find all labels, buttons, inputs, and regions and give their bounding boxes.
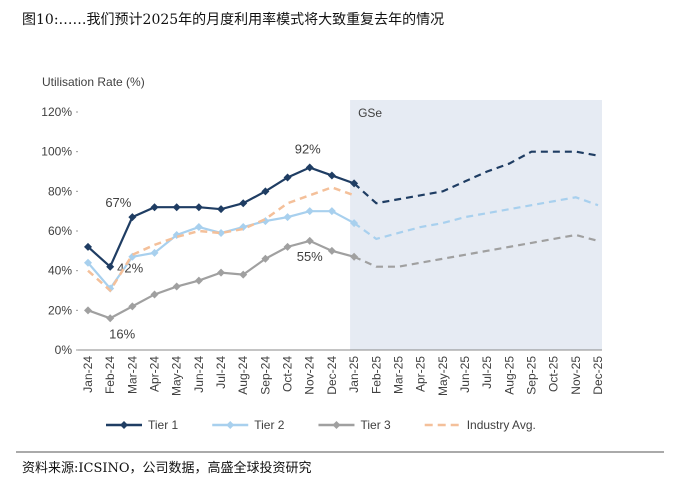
x-tick-label: May-24 [170, 356, 184, 396]
point [327, 207, 336, 216]
legend-marker [120, 421, 128, 429]
legend-label: Industry Avg. [467, 418, 536, 432]
point [172, 282, 181, 291]
point [150, 248, 159, 257]
point [350, 219, 359, 228]
x-tick-label: Oct-24 [281, 356, 295, 392]
series-line [353, 150, 599, 205]
point [194, 223, 203, 232]
point [283, 242, 292, 251]
y-axis-label: Utilisation Rate (%) [42, 75, 145, 89]
y-tick-label: 20% [48, 303, 72, 317]
point [217, 228, 226, 237]
legend-label: Tier 1 [148, 418, 179, 432]
x-tick-label: Jun-25 [458, 356, 472, 393]
point [327, 171, 336, 180]
point [150, 290, 159, 299]
point [84, 242, 92, 251]
x-tick-label: Apr-25 [414, 356, 428, 392]
x-tick-label: Jul-24 [214, 356, 228, 389]
y-tick-label: 120% [41, 105, 72, 119]
point [84, 306, 92, 315]
point [283, 173, 292, 182]
x-tick-label: Jan-24 [81, 356, 95, 393]
x-tick-label: Sep-24 [258, 356, 272, 395]
x-tick-label: Dec-25 [591, 356, 605, 395]
y-tick-label: 40% [48, 264, 72, 278]
data-label: 67% [105, 195, 131, 210]
point [283, 213, 292, 222]
x-tick-label: Oct-25 [547, 356, 561, 392]
x-tick-label: Mar-24 [125, 356, 139, 394]
y-tick-label: 0% [55, 343, 73, 357]
x-tick-label: Nov-25 [569, 356, 583, 395]
x-tick-label: Jan-25 [347, 356, 361, 393]
point [172, 203, 181, 212]
x-tick-label: Jul-25 [480, 356, 494, 389]
chart-title: 图10:……我们预计2025年的月度利用率模式将大致重复去年的情况 [22, 11, 444, 28]
point [239, 270, 248, 279]
point [305, 163, 314, 172]
point [84, 258, 92, 267]
x-tick-label: Jun-24 [192, 356, 206, 393]
point [350, 179, 359, 188]
legend-label: Tier 3 [360, 418, 391, 432]
x-tick-label: Aug-24 [236, 356, 250, 395]
x-tick-label: Mar-25 [391, 356, 405, 394]
point [106, 262, 115, 271]
point [194, 276, 203, 285]
point [128, 213, 137, 222]
x-tick-label: Apr-24 [148, 356, 162, 392]
point [350, 252, 359, 261]
forecast-label: GSe [358, 106, 382, 120]
y-tick-label: 80% [48, 184, 72, 198]
point [305, 236, 314, 245]
legend-marker [332, 421, 341, 429]
point [239, 199, 248, 208]
point [106, 284, 115, 293]
point [128, 302, 137, 311]
y-tick-label: 100% [41, 145, 72, 159]
data-label: 16% [109, 326, 135, 341]
source: 资料来源:ICSINO，公司数据，高盛全球投资研究 [22, 460, 312, 476]
forecast-shade [350, 100, 602, 350]
data-label: 92% [295, 142, 321, 157]
x-tick-label: Feb-25 [369, 356, 383, 394]
point [327, 246, 336, 255]
legend-marker [226, 421, 235, 429]
point [217, 205, 226, 214]
x-tick-label: Feb-24 [103, 356, 117, 394]
legend-label: Tier 2 [254, 418, 285, 432]
x-tick-label: Nov-24 [303, 356, 317, 395]
y-tick-label: 60% [48, 224, 72, 238]
point [194, 203, 203, 212]
point [261, 254, 270, 263]
point [150, 203, 159, 212]
point [217, 268, 226, 277]
data-label: 42% [117, 261, 143, 276]
data-label: 55% [297, 249, 323, 264]
x-tick-label: May-25 [436, 356, 450, 396]
x-tick-label: Dec-24 [325, 356, 339, 395]
point [305, 207, 314, 216]
series-line [353, 233, 599, 268]
x-tick-label: Sep-25 [524, 356, 538, 395]
point [106, 314, 115, 323]
x-tick-label: Aug-25 [502, 356, 516, 395]
point [261, 187, 270, 196]
